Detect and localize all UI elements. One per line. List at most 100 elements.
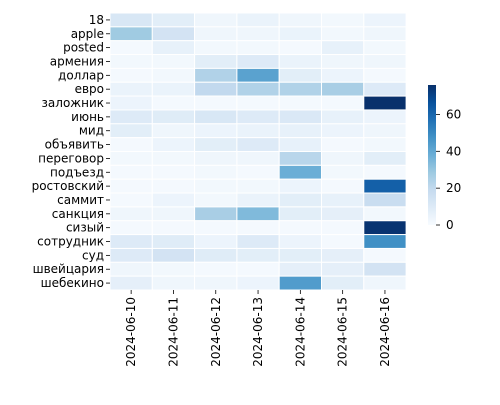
- heatmap-cell: [109, 123, 153, 139]
- heatmap-cell: [151, 81, 196, 97]
- heatmap-cell: [363, 151, 407, 166]
- heatmap-cell: [109, 151, 153, 166]
- heatmap-cell: [151, 192, 196, 208]
- row-label: объявить: [45, 138, 104, 152]
- heatmap-cell: [194, 40, 238, 56]
- heatmap-cell: [278, 220, 323, 236]
- colorbar-tick-label: 20: [446, 181, 461, 195]
- heatmap-cell: [363, 164, 407, 180]
- heatmap-cell: [236, 192, 280, 208]
- heatmap-cell: [278, 26, 323, 42]
- heatmap-cell: [278, 137, 323, 152]
- heatmap-cell: [363, 192, 407, 208]
- heatmap-cell: [236, 206, 280, 222]
- heatmap-cell: [151, 109, 196, 125]
- heatmap-cell: [278, 54, 323, 69]
- heatmap-cell: [236, 109, 280, 125]
- row-label: сотрудник: [37, 235, 104, 249]
- heatmap-cell: [194, 234, 238, 249]
- heatmap-cell: [194, 192, 238, 208]
- heatmap-cell: [278, 261, 323, 277]
- row-label: posted: [63, 41, 104, 55]
- heatmap-cell: [321, 261, 365, 277]
- heatmap-cell: [194, 26, 238, 42]
- row-label: доллар: [58, 68, 104, 82]
- heatmap-cell: [321, 54, 365, 69]
- heatmap-cell: [151, 178, 196, 194]
- heatmap-cell: [321, 234, 365, 249]
- heatmap-cell: [109, 137, 153, 152]
- heatmap-cell: [109, 164, 153, 180]
- heatmap-cell: [321, 275, 365, 291]
- heatmap-cell: [151, 261, 196, 277]
- heatmap-cell: [278, 81, 323, 97]
- heatmap-cell: [151, 67, 196, 83]
- heatmap-cell: [109, 234, 153, 249]
- heatmap-cell: [151, 123, 196, 139]
- heatmap-cell: [109, 40, 153, 56]
- heatmap-cell: [151, 95, 196, 111]
- row-label: санкция: [52, 207, 104, 221]
- heatmap-cell: [151, 206, 196, 222]
- heatmap-cell: [321, 26, 365, 42]
- heatmap-cell: [109, 192, 153, 208]
- colorbar-tick-label: 0: [446, 218, 454, 232]
- heatmap-cell: [363, 95, 407, 111]
- heatmap-cell: [151, 275, 196, 291]
- heatmap-cell: [109, 109, 153, 125]
- heatmap-cell: [278, 164, 323, 180]
- heatmap-cell: [236, 95, 280, 111]
- heatmap-cell: [109, 12, 153, 28]
- heatmap-cell: [109, 261, 153, 277]
- heatmap-cell: [194, 67, 238, 83]
- heatmap-cell: [194, 151, 238, 166]
- row-label: подъезд: [50, 165, 104, 179]
- column-label: 2024-06-16: [378, 297, 392, 367]
- heatmap-cell: [363, 220, 407, 236]
- heatmap-cell: [363, 275, 407, 291]
- heatmap-cell: [151, 164, 196, 180]
- heatmap-cells: [109, 12, 407, 291]
- column-label: 2024-06-13: [251, 297, 265, 367]
- heatmap-cell: [278, 178, 323, 194]
- heatmap-cell: [236, 40, 280, 56]
- heatmap-cell: [151, 234, 196, 249]
- heatmap-cell: [363, 26, 407, 42]
- row-label: армения: [50, 54, 104, 68]
- heatmap-cell: [321, 137, 365, 152]
- heatmap-cell: [194, 220, 238, 236]
- heatmap-cell: [151, 12, 196, 28]
- row-label: ростовский: [32, 179, 104, 193]
- heatmap-cell: [278, 40, 323, 56]
- row-label: саммит: [57, 193, 104, 207]
- heatmap-cell: [321, 151, 365, 166]
- heatmap-cell: [236, 12, 280, 28]
- heatmap-cell: [151, 220, 196, 236]
- heatmap-cell: [321, 164, 365, 180]
- row-label: мид: [79, 124, 104, 138]
- heatmap-cell: [151, 54, 196, 69]
- heatmap-cell: [363, 137, 407, 152]
- column-label: 2024-06-15: [336, 297, 350, 367]
- heatmap-cell: [109, 247, 153, 263]
- heatmap-cell: [236, 26, 280, 42]
- row-label: евро: [75, 82, 104, 96]
- heatmap-cell: [151, 137, 196, 152]
- heatmap-cell: [321, 109, 365, 125]
- column-label: 2024-06-11: [166, 297, 180, 367]
- heatmap-cell: [321, 123, 365, 139]
- heatmap-cell: [194, 206, 238, 222]
- heatmap-cell: [278, 275, 323, 291]
- row-label: сизый: [66, 221, 104, 235]
- heatmap-cell: [109, 275, 153, 291]
- heatmap-cell: [363, 109, 407, 125]
- heatmap-cell: [109, 178, 153, 194]
- heatmap-cell: [194, 247, 238, 263]
- heatmap-cell: [321, 192, 365, 208]
- heatmap-cell: [109, 95, 153, 111]
- heatmap-cell: [363, 40, 407, 56]
- heatmap-cell: [236, 220, 280, 236]
- heatmap-cell: [194, 12, 238, 28]
- heatmap-cell: [278, 109, 323, 125]
